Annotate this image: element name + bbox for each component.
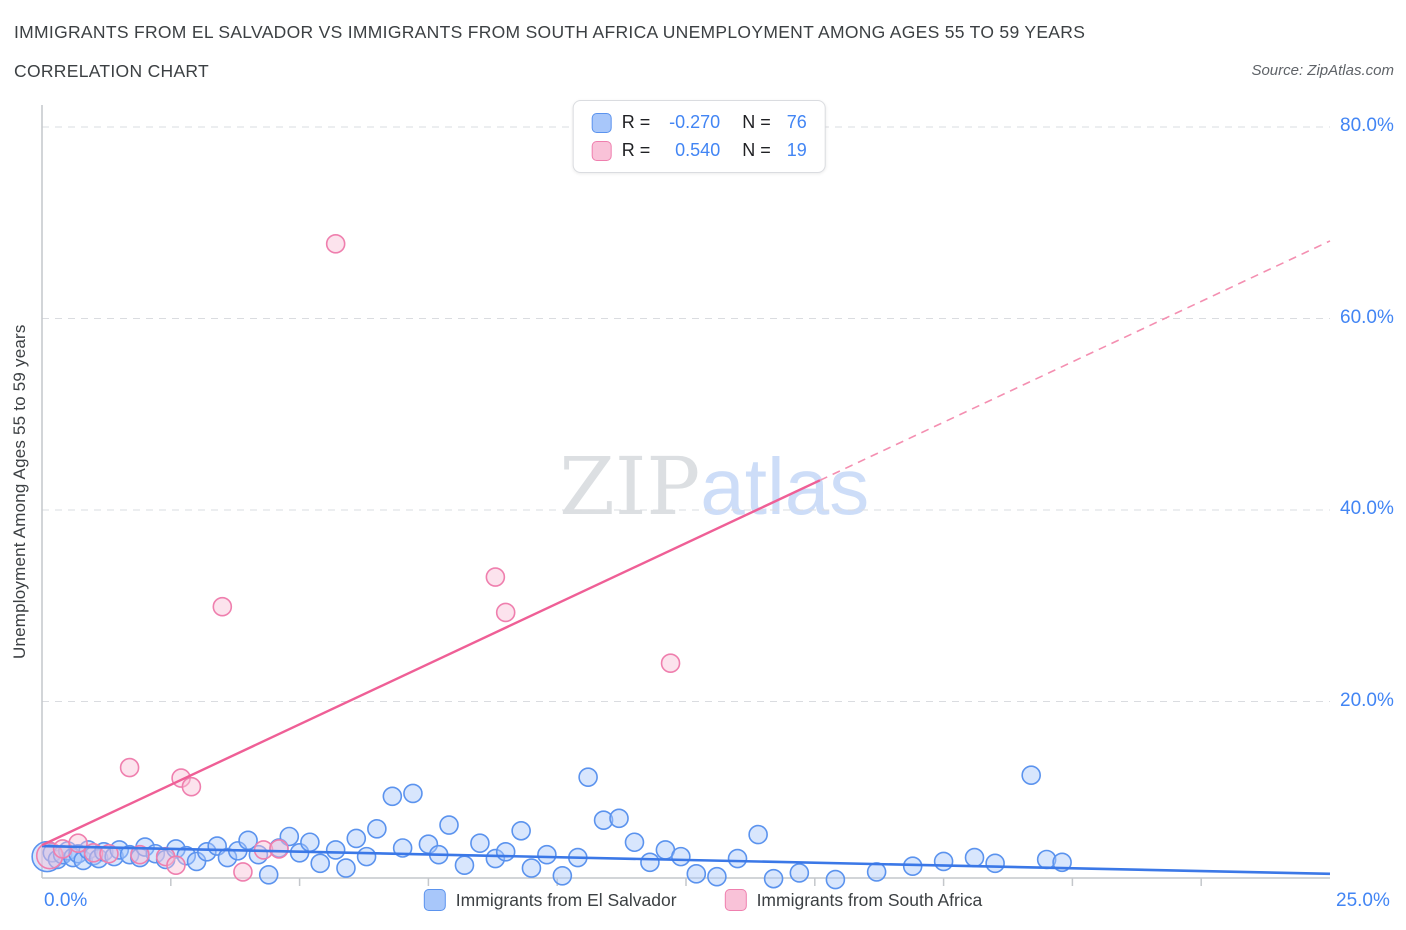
- el-salvador-point: [279, 826, 300, 847]
- r-label: R =: [621, 112, 651, 132]
- el-salvador-point: [727, 848, 748, 869]
- el-salvador-point: [346, 828, 367, 849]
- south-africa-point: [181, 776, 202, 797]
- el-salvador-point: [825, 869, 846, 890]
- stats-legend: R = -0.270 N = 76 R = 0.540 N = 19: [572, 100, 826, 173]
- el-salvador-point: [197, 842, 217, 862]
- x-axis-max-label: 25.0%: [1336, 890, 1390, 911]
- south-africa-point: [495, 602, 516, 623]
- n-label: N =: [742, 140, 771, 160]
- el-salvador-point: [382, 786, 403, 807]
- el-salvador-point: [686, 864, 707, 884]
- el-salvador-point: [454, 855, 475, 876]
- y-axis-tick-label: 40.0%: [1340, 498, 1394, 519]
- r-value: 0.540: [675, 140, 721, 160]
- n-label: N =: [742, 112, 771, 132]
- el-salvador-point: [748, 824, 768, 845]
- el-salvador-point: [511, 820, 531, 841]
- y-axis-tick-label: 80.0%: [1340, 115, 1394, 136]
- south-africa-swatch-icon: [591, 140, 612, 161]
- r-value: -0.270: [669, 112, 721, 132]
- n-value: 76: [786, 112, 807, 132]
- source-link[interactable]: Source: ZipAtlas.com: [1251, 62, 1394, 79]
- watermark-atlas: atlas: [700, 442, 870, 531]
- el-salvador-trend-line: [41, 844, 1331, 876]
- south-africa-point: [119, 757, 140, 778]
- south-africa-point: [233, 862, 253, 882]
- el-salvador-point: [258, 865, 279, 885]
- south-africa-point: [166, 855, 186, 876]
- y-axis-tick-label: 60.0%: [1340, 306, 1394, 328]
- el-salvador-point: [439, 815, 459, 835]
- el-salvador-point: [336, 858, 356, 878]
- el-salvador-point: [866, 862, 887, 882]
- legend-item-el-salvador: Immigrants from El Salvador: [423, 889, 677, 911]
- el-salvador-point: [707, 866, 727, 887]
- el-salvador-point: [985, 853, 1005, 874]
- el-salvador-point: [624, 832, 645, 853]
- el-salvador-point: [325, 840, 346, 860]
- legend-item-south-africa: Immigrants from South Africa: [724, 889, 983, 911]
- el-salvador-point: [609, 808, 629, 829]
- x-axis-min-label: 0.0%: [44, 890, 88, 911]
- south-africa-point: [212, 596, 233, 617]
- el-salvador-point: [537, 844, 557, 865]
- el-salvador-point: [217, 847, 238, 868]
- el-salvador-point: [552, 865, 573, 886]
- el-salvador-point: [640, 852, 660, 873]
- south-africa-point: [130, 844, 150, 865]
- el-salvador-point: [300, 832, 320, 853]
- south-africa-trend-line: [41, 479, 821, 847]
- r-label: R =: [621, 140, 651, 160]
- el-salvador-point: [521, 858, 542, 878]
- watermark-zip: ZIP: [559, 440, 701, 533]
- el-salvador-point: [495, 842, 516, 862]
- y-axis-tick-label: 20.0%: [1340, 689, 1394, 711]
- el-salvador-point: [671, 846, 691, 867]
- el-salvador-point: [964, 847, 985, 868]
- el-salvador-point: [470, 833, 490, 854]
- south-africa-point: [660, 653, 681, 674]
- legend-label: Immigrants from South Africa: [756, 889, 983, 910]
- el-salvador-point: [367, 819, 387, 839]
- bottom-legend: Immigrants from El Salvador Immigrants f…: [423, 889, 983, 911]
- el-salvador-point: [933, 851, 954, 872]
- el-salvador-point: [789, 863, 810, 883]
- el-salvador-point: [763, 868, 784, 889]
- page-subtitle: CORRELATION CHART: [14, 61, 210, 81]
- south-africa-trend-extension: [819, 240, 1331, 482]
- el-salvador-swatch-icon: [423, 889, 446, 911]
- el-salvador-point: [593, 810, 614, 831]
- south-africa-point: [269, 839, 289, 859]
- el-salvador-point: [1021, 765, 1041, 786]
- n-value: 19: [786, 140, 807, 160]
- stats-row-el-salvador: R = -0.270 N = 76: [591, 112, 807, 133]
- el-salvador-point: [356, 846, 377, 867]
- south-africa-point: [99, 843, 119, 864]
- stats-row-south-africa: R = 0.540 N = 19: [591, 140, 807, 161]
- south-africa-point: [485, 567, 506, 587]
- page-title: IMMIGRANTS FROM EL SALVADOR VS IMMIGRANT…: [14, 22, 1086, 42]
- south-africa-point: [325, 234, 346, 254]
- el-salvador-swatch-icon: [591, 112, 612, 133]
- el-salvador-point: [109, 840, 130, 860]
- legend-label: Immigrants from El Salvador: [455, 889, 677, 910]
- el-salvador-point: [403, 783, 423, 804]
- y-axis-title: Unemployment Among Ages 55 to 59 years: [10, 324, 29, 659]
- el-salvador-point: [578, 767, 598, 787]
- el-salvador-point: [310, 853, 331, 874]
- el-salvador-point: [485, 848, 506, 869]
- watermark: ZIPatlas: [559, 447, 869, 527]
- south-africa-swatch-icon: [724, 889, 747, 911]
